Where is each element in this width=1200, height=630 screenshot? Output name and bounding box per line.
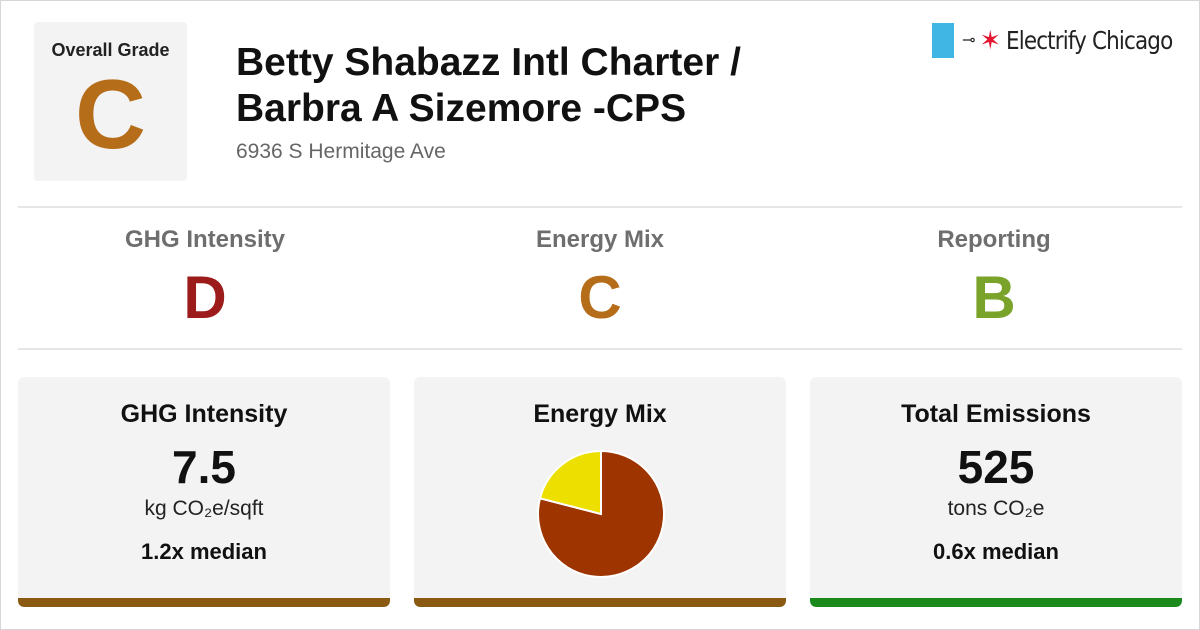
plug-icon: ⊸ [962,32,976,49]
card-energy-mix: Energy Mix [414,377,786,607]
card-title: Total Emissions [901,400,1091,428]
brand-logo[interactable]: ⊸ ✶ Electrify Chicago [932,22,1200,58]
building-title-line2: Barbra A Sizemore -CPS [236,87,687,130]
card-median: 1.2x median [141,539,267,564]
card-status-bar [414,598,786,607]
subgrade-energy-mix: Energy Mix C [403,226,797,328]
card-value: 525 [957,441,1035,493]
subgrade-letter: D [183,264,227,331]
divider-bottom [18,348,1182,350]
subgrade-name: GHG Intensity [124,226,286,253]
card-unit: kg CO₂e/sqft [144,497,264,520]
card-ghg-intensity: GHG Intensity 7.5 kg CO₂e/sqft 1.2x medi… [18,377,390,607]
building-address: 6936 S Hermitage Ave [236,140,446,163]
energy-mix-pie [537,449,665,578]
divider-top [18,206,1182,208]
flag-bar-icon [932,22,954,58]
card-total-emissions: Total Emissions 525 tons CO₂e 0.6x media… [810,377,1182,607]
building-title-line1: Betty Shabazz Intl Charter / [236,41,741,84]
building-title: Betty Shabazz Intl Charter / Barbra A Si… [236,40,856,132]
overall-grade-box: Overall Grade C [34,22,187,181]
subgrade-letter: C [578,264,622,331]
card-status-bar [18,598,390,607]
subgrade-name: Reporting [937,226,1051,253]
subgrade-ghg: GHG Intensity D [8,226,402,328]
card-title: GHG Intensity [120,400,288,428]
card-value: 7.5 [172,441,236,493]
subgrade-name: Energy Mix [535,226,665,253]
card-status-bar [810,598,1182,607]
overall-grade-label: Overall Grade [51,40,170,60]
subgrade-reporting: Reporting B [797,226,1191,328]
pie-slice-1 [538,449,602,516]
brand-name: Electrify Chicago [1006,25,1173,55]
card-unit: tons CO₂e [947,497,1045,520]
star-icon: ✶ [979,25,1002,55]
card-median: 0.6x median [933,539,1059,564]
subgrade-letter: B [972,264,1016,331]
card-title: Energy Mix [533,400,667,428]
overall-grade-letter: C [75,59,146,169]
